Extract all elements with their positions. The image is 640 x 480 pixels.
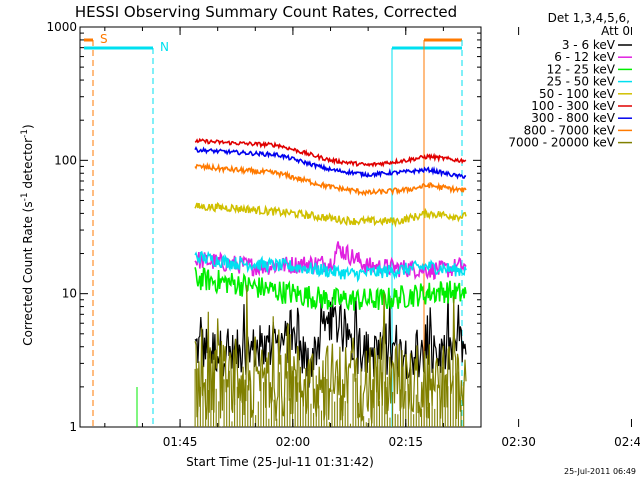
chart-title: HESSI Observing Summary Count Rates, Cor… <box>75 3 457 21</box>
legend-label: 6 - 12 keV <box>554 50 616 64</box>
y-tick-label: 1 <box>69 420 77 434</box>
x-tick-label: 02:15 <box>388 435 423 449</box>
x-axis-label: Start Time (25-Jul-11 01:31:42) <box>186 455 374 469</box>
legend-label: 25 - 50 keV <box>547 75 616 89</box>
series-line-5 <box>194 137 467 168</box>
marker-label-s: S <box>100 32 108 46</box>
series-line-6 <box>194 145 467 180</box>
legend-label: 300 - 800 keV <box>531 111 615 125</box>
series-line-7 <box>194 161 467 197</box>
legend-label: 100 - 300 keV <box>531 99 615 113</box>
x-tick-label: 02:45 <box>614 435 640 449</box>
series-line-1 <box>194 241 467 281</box>
plot-frame <box>79 26 482 428</box>
series-line-3 <box>194 250 467 283</box>
y-tick-label: 10 <box>62 287 77 301</box>
legend-label: 7000 - 20000 keV <box>508 136 615 150</box>
legend-header-1: Det 1,3,4,5,6, <box>548 11 630 25</box>
x-tick-label: 02:30 <box>501 435 536 449</box>
x-tick-label: 01:45 <box>163 435 198 449</box>
legend-label: 3 - 6 keV <box>562 38 616 52</box>
series-line-0 <box>194 292 467 388</box>
marker-label-n: N <box>160 40 169 54</box>
legend-label: 50 - 100 keV <box>539 87 616 101</box>
series-line-2 <box>194 267 467 311</box>
legend-header-2: Att 0 <box>601 24 630 38</box>
y-tick-label: 100 <box>54 153 77 167</box>
y-tick-label: 1000 <box>46 20 77 34</box>
legend-label: 12 - 25 keV <box>547 62 616 76</box>
y-axis-label: Corrected Count Rate (s-1 detector-1) <box>20 124 35 345</box>
x-tick-label: 02:00 <box>276 435 311 449</box>
legend-label: 800 - 7000 keV <box>524 123 616 137</box>
timestamp: 25-Jul-2011 06:49 <box>564 467 636 476</box>
series-line-4 <box>194 201 467 228</box>
